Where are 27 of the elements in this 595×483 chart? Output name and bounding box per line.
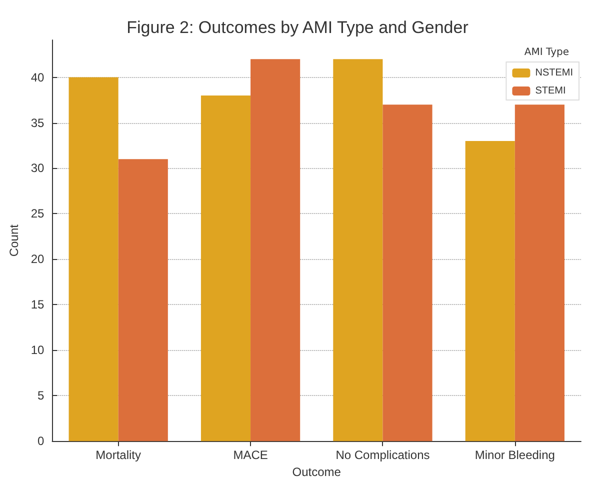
- bar: [514, 104, 564, 442]
- y-tick-label: 20: [30, 252, 45, 266]
- y-tick-label: 5: [38, 388, 45, 403]
- y-tick-label: 0: [38, 434, 45, 448]
- bar: [382, 104, 432, 442]
- y-tick-label: 35: [30, 116, 45, 130]
- y-tick-label: 25: [30, 206, 45, 221]
- x-tick-label: Mortality: [96, 448, 142, 462]
- y-tick-label: 10: [30, 343, 45, 358]
- bar: [200, 95, 251, 442]
- y-tick-label: 40: [30, 70, 45, 84]
- legend-label: NSTEMI: [535, 68, 574, 78]
- chart-title: Figure 2: Outcomes by AMI Type and Gender: [126, 18, 469, 37]
- x-tick-label: No Complications: [336, 448, 430, 462]
- y-axis-title: Count: [7, 224, 21, 257]
- x-tick-label: Minor Bleeding: [474, 448, 555, 462]
- bar: [118, 159, 168, 442]
- x-axis-title: Outcome: [292, 465, 342, 479]
- bar: [333, 59, 383, 442]
- legend-label: STEMI: [535, 86, 566, 96]
- x-tick-label: MACE: [233, 448, 268, 462]
- y-tick-label: 30: [30, 161, 45, 176]
- bar: [68, 77, 118, 442]
- y-tick-label: 15: [30, 298, 45, 312]
- bar: [465, 140, 515, 442]
- legend-title: AMI Type: [524, 47, 569, 58]
- bar: [250, 59, 300, 442]
